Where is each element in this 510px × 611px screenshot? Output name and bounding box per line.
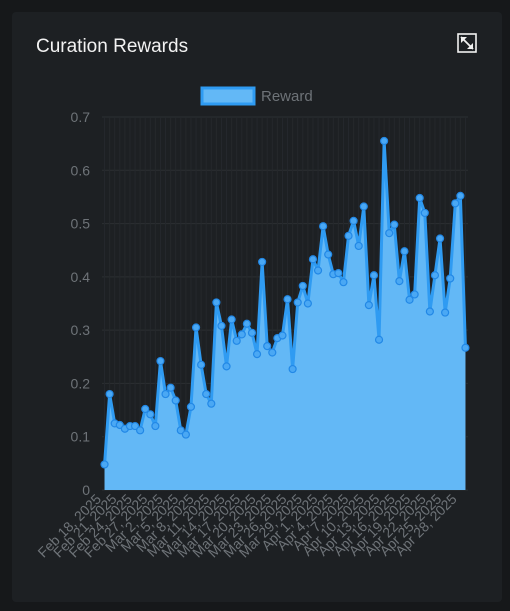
reward-point bbox=[288, 364, 297, 374]
reward-point bbox=[359, 202, 368, 211]
reward-point bbox=[354, 241, 363, 251]
reward-point bbox=[303, 299, 312, 308]
reward-point bbox=[430, 271, 440, 280]
reward-point bbox=[191, 323, 201, 332]
reward-point bbox=[105, 389, 114, 399]
legend-swatch bbox=[200, 86, 256, 106]
reward-point bbox=[237, 330, 246, 339]
reward-point bbox=[212, 298, 221, 307]
reward-point bbox=[222, 362, 231, 371]
reward-point bbox=[293, 298, 302, 307]
reward-point bbox=[380, 136, 389, 146]
reward-point bbox=[308, 255, 318, 264]
reward-area bbox=[104, 140, 466, 490]
y-tick-label: 0.6 bbox=[71, 162, 91, 178]
reward-point bbox=[339, 278, 348, 287]
y-tick-label: 0.1 bbox=[71, 429, 91, 445]
y-tick-label: 0.3 bbox=[71, 322, 91, 338]
reward-point bbox=[232, 336, 241, 345]
reward-point bbox=[390, 220, 399, 229]
reward-point bbox=[334, 269, 343, 278]
y-tick-label: 0.4 bbox=[71, 269, 91, 285]
reward-point bbox=[319, 222, 328, 231]
reward-line bbox=[103, 139, 467, 465]
reward-point bbox=[166, 383, 175, 392]
reward-point bbox=[141, 404, 150, 414]
reward-point bbox=[130, 421, 140, 431]
y-tick-label: 0.2 bbox=[71, 375, 91, 391]
reward-point bbox=[146, 410, 155, 419]
legend-label: Reward bbox=[261, 88, 313, 105]
reward-point bbox=[268, 348, 277, 357]
reward-point bbox=[258, 257, 267, 267]
reward-point bbox=[136, 426, 145, 435]
y-tick-label: 0.5 bbox=[71, 216, 91, 232]
reward-point bbox=[451, 199, 460, 208]
reward-point bbox=[364, 300, 373, 310]
reward-point bbox=[369, 271, 379, 280]
reward-point bbox=[344, 231, 353, 240]
reward-point bbox=[410, 290, 419, 299]
reward-point bbox=[217, 321, 226, 330]
reward-point bbox=[242, 319, 251, 328]
reward-point bbox=[461, 343, 470, 352]
reward-point bbox=[415, 193, 424, 203]
reward-point bbox=[156, 356, 165, 366]
reward-point bbox=[151, 421, 160, 431]
y-tick-label: 0 bbox=[82, 482, 90, 498]
reward-point bbox=[420, 208, 429, 218]
reward-point bbox=[400, 247, 409, 256]
reward-point bbox=[100, 460, 109, 469]
reward-point bbox=[283, 295, 292, 304]
reward-point bbox=[435, 234, 445, 243]
reward-point bbox=[298, 281, 307, 291]
reward-point bbox=[385, 229, 394, 238]
reward-point bbox=[456, 191, 465, 200]
reward-point bbox=[197, 360, 206, 369]
reward-point bbox=[263, 342, 272, 351]
reward-point bbox=[441, 308, 450, 317]
reward-point bbox=[207, 399, 216, 408]
reward-point bbox=[395, 277, 404, 286]
reward-point bbox=[171, 396, 180, 405]
reward-point bbox=[202, 389, 211, 399]
reward-point bbox=[186, 402, 196, 411]
reward-point bbox=[181, 430, 190, 439]
reward-point bbox=[176, 426, 185, 435]
reward-point bbox=[252, 350, 262, 359]
expand-icon[interactable] bbox=[457, 33, 477, 53]
reward-point bbox=[349, 216, 358, 226]
reward-point bbox=[247, 328, 257, 337]
reward-point bbox=[324, 250, 333, 259]
reward-point bbox=[425, 307, 434, 316]
reward-point bbox=[227, 315, 236, 324]
reward-point bbox=[313, 266, 323, 275]
reward-point bbox=[161, 389, 170, 399]
reward-point bbox=[374, 335, 384, 344]
card-title: Curation Rewards bbox=[36, 36, 189, 57]
reward-point bbox=[405, 295, 414, 304]
reward-point bbox=[278, 331, 287, 340]
y-tick-label: 0.7 bbox=[71, 109, 91, 125]
reward-point bbox=[446, 274, 455, 283]
